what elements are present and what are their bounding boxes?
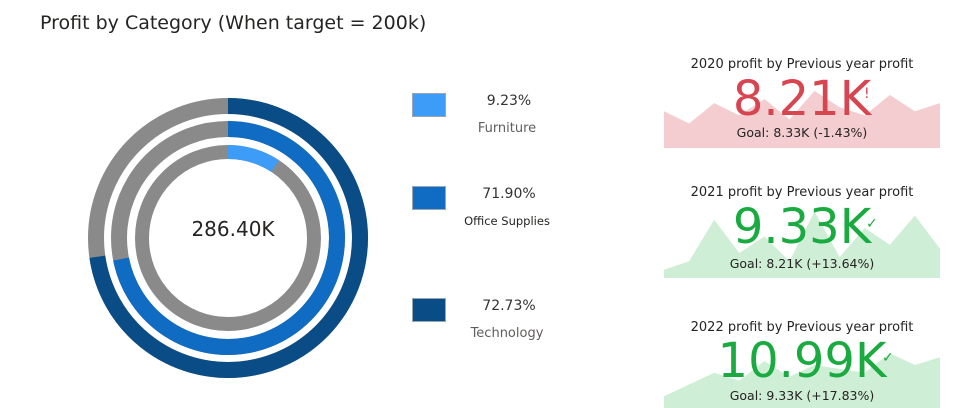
ring-arc-office-supplies[interactable]: [113, 121, 345, 355]
chart-title: Profit by Category (When target = 200k): [40, 12, 427, 34]
legend-item-office-supplies[interactable]: 71.90% Office Supplies: [412, 186, 572, 246]
kpi-goal-2022: Goal: 9.33K (+17.83%): [729, 388, 875, 403]
legend-label-office-supplies: Office Supplies: [464, 214, 550, 228]
legend-swatch-office-supplies: [412, 186, 446, 210]
kpi-card-2020[interactable]: 2020 profit by Previous year profit 8.21…: [664, 52, 940, 148]
legend-item-technology[interactable]: 72.73% Technology: [412, 298, 572, 344]
warning-icon: !: [864, 86, 870, 102]
legend-swatch-furniture: [412, 93, 446, 117]
trend-area: [664, 211, 940, 278]
ring-arc-furniture[interactable]: [227, 145, 279, 173]
legend-value-office-supplies: 71.90%: [482, 186, 536, 202]
kpi-card-2022[interactable]: 2022 profit by Previous year profit 10.9…: [664, 316, 940, 408]
trend-area: [664, 353, 940, 408]
checkmark-icon: ✓: [866, 216, 878, 232]
kpi-title-2020: 2020 profit by Previous year profit: [690, 57, 914, 72]
trend-area: [664, 90, 940, 148]
kpi-trend-2020: [664, 90, 940, 148]
legend-label-technology: Technology: [470, 326, 544, 341]
legend-value-technology: 72.73%: [482, 298, 536, 314]
ring-arc-technology[interactable]: [89, 98, 368, 378]
kpi-trend-2021: [664, 211, 940, 278]
kpi-value-2020: 8.21K: [732, 71, 872, 127]
kpi-goal-2021: Goal: 8.21K (+13.64%): [729, 256, 875, 271]
legend-value-furniture: 9.23%: [486, 93, 532, 109]
kpi-title-2022: 2022 profit by Previous year profit: [690, 320, 914, 335]
legend-label-furniture: Furniture: [477, 121, 537, 136]
legend-swatch-technology: [412, 298, 446, 322]
kpi-card-2021[interactable]: 2021 profit by Previous year profit 9.33…: [664, 180, 940, 278]
kpi-value-2021: 9.33K: [732, 199, 872, 255]
kpi-goal-2020: Goal: 8.33K (-1.43%): [736, 125, 868, 140]
kpi-title-2021: 2021 profit by Previous year profit: [690, 185, 914, 200]
donut-center-value: 286.40K: [191, 217, 275, 241]
kpi-value-2022: 10.99K: [717, 333, 887, 389]
donut-chart: [88, 98, 368, 378]
checkmark-icon: ✓: [882, 350, 894, 366]
legend-item-furniture[interactable]: 9.23% Furniture: [412, 93, 572, 153]
kpi-trend-2022: [664, 353, 940, 408]
